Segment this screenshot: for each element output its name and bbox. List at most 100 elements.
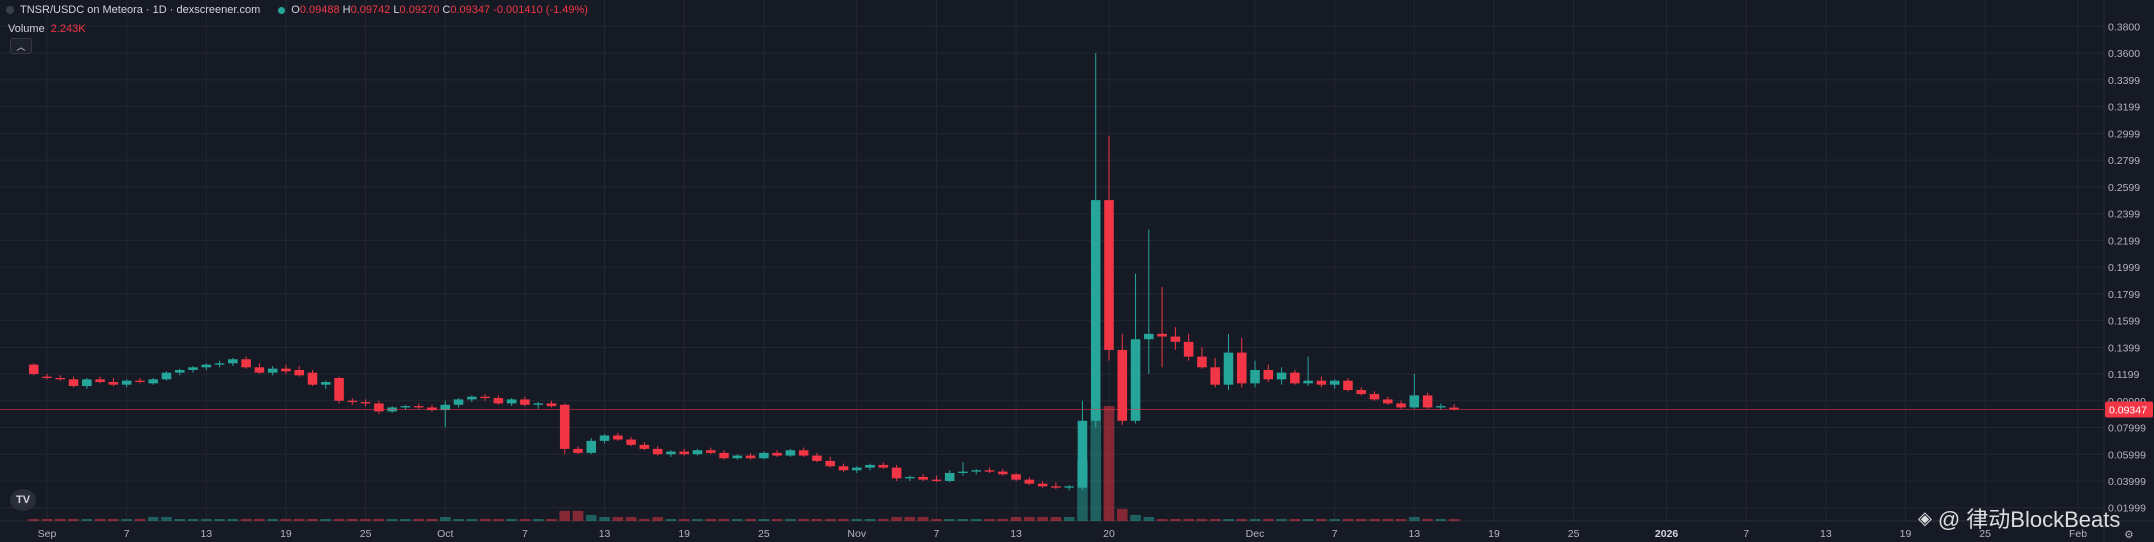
high-key: H <box>342 4 351 16</box>
volume-bar <box>984 518 995 521</box>
volume-bar <box>187 518 199 521</box>
candle-body <box>1316 380 1327 385</box>
candle-body <box>958 471 968 473</box>
candle-body <box>573 448 583 453</box>
candle-body <box>480 396 490 399</box>
candle-body <box>1223 352 1234 385</box>
y-tick-label: 0.3399 <box>2108 75 2140 87</box>
volume-bar <box>1329 518 1340 521</box>
volume-bar <box>134 518 146 521</box>
volume-bar <box>678 518 690 521</box>
volume-bar <box>54 518 66 521</box>
volume-bar <box>1422 518 1433 521</box>
candle-body <box>798 450 809 456</box>
candle-body <box>254 367 265 373</box>
volume-label: Volume <box>8 23 45 35</box>
volume-bar <box>400 518 411 521</box>
volume-bar <box>705 518 717 521</box>
volume-bar <box>811 518 823 521</box>
x-tick-label: Dec <box>1246 528 1265 540</box>
x-tick-label: Oct <box>437 528 453 540</box>
x-tick-label: 19 <box>280 528 292 540</box>
candle-body <box>984 470 995 472</box>
volume-bar <box>506 518 517 521</box>
volume-bar <box>532 518 544 521</box>
tradingview-logo-icon[interactable]: TV <box>10 489 36 511</box>
candle-body <box>453 399 464 405</box>
volume-bar <box>413 518 425 521</box>
volume-bar <box>718 518 730 521</box>
y-tick-label: 0.2999 <box>2108 128 2140 140</box>
candle-body <box>1236 352 1247 384</box>
volume-bar <box>1156 518 1168 521</box>
x-tick-label: 19 <box>1900 528 1912 540</box>
volume-bar <box>1103 406 1115 521</box>
candle-body <box>360 402 371 404</box>
volume-bar <box>1196 518 1208 521</box>
candle-body <box>971 470 982 472</box>
candle-body <box>82 379 92 387</box>
candle-body <box>1290 372 1300 384</box>
candle-body <box>745 455 756 459</box>
open-key: O <box>291 4 300 16</box>
volume-bar <box>1183 518 1194 521</box>
candle-body <box>1356 390 1367 395</box>
blockbeats-watermark: ◈ @ 律动BlockBeats <box>1918 502 2120 534</box>
volume-bar <box>386 518 398 521</box>
y-tick-label: 0.2599 <box>2108 182 2140 194</box>
volume-bar <box>1130 514 1141 521</box>
volume-bar <box>625 516 637 521</box>
volume-bar <box>970 518 982 521</box>
candle-body <box>599 435 610 441</box>
volume-bar <box>240 518 252 521</box>
volume-bar <box>267 518 278 521</box>
y-tick-label: 0.1199 <box>2108 369 2139 381</box>
candle-body <box>148 379 158 384</box>
candle-body <box>732 455 743 459</box>
close-key: C <box>442 4 451 16</box>
candle-body <box>241 359 251 368</box>
volume-bar <box>1262 518 1274 521</box>
volume-bar <box>785 518 796 521</box>
y-tick-label: 0.1999 <box>2108 262 2140 274</box>
candle-body <box>427 407 437 411</box>
candle-body <box>878 464 889 468</box>
candle-body <box>1276 372 1287 380</box>
volume-bar <box>307 518 318 521</box>
candle-body <box>1329 380 1340 385</box>
candle-body <box>1064 486 1074 488</box>
candle-body <box>905 476 915 479</box>
candle-body <box>1449 407 1459 410</box>
volume-bar <box>1010 516 1022 521</box>
volume-bar <box>68 518 79 521</box>
volume-bar <box>864 518 876 521</box>
x-tick-label: 13 <box>1820 528 1832 540</box>
chart-legend: TNSR/USDC on Meteora · 1D · dexscreener.… <box>6 4 588 16</box>
y-tick-label: 0.3800 <box>2108 21 2140 33</box>
x-tick-label: 25 <box>1568 528 1580 540</box>
x-tick-label: Feb <box>2069 528 2087 540</box>
candle-body <box>201 364 212 368</box>
candle-body <box>546 403 557 407</box>
candle-body <box>1024 479 1035 484</box>
candle-body <box>334 378 344 401</box>
candle-body <box>1117 349 1128 421</box>
volume-bar <box>453 518 464 521</box>
gear-icon[interactable]: ⚙ <box>2124 529 2133 541</box>
volume-bar <box>585 514 597 521</box>
y-tick-label: 0.01999 <box>2108 503 2146 515</box>
tv-logo-text: TV <box>15 494 31 506</box>
candle-body <box>1422 395 1433 408</box>
open-value: 0.09488 <box>299 4 340 16</box>
volume-bar <box>917 516 929 521</box>
collapse-legend-button[interactable]: ︿ <box>10 38 32 54</box>
candle-body <box>174 369 185 373</box>
volume-bar <box>665 518 677 521</box>
volume-bar <box>254 518 265 521</box>
volume-bar <box>439 516 451 521</box>
candle-body <box>467 396 477 400</box>
x-tick-label: 20 <box>1103 528 1115 540</box>
candle-body <box>55 378 66 380</box>
